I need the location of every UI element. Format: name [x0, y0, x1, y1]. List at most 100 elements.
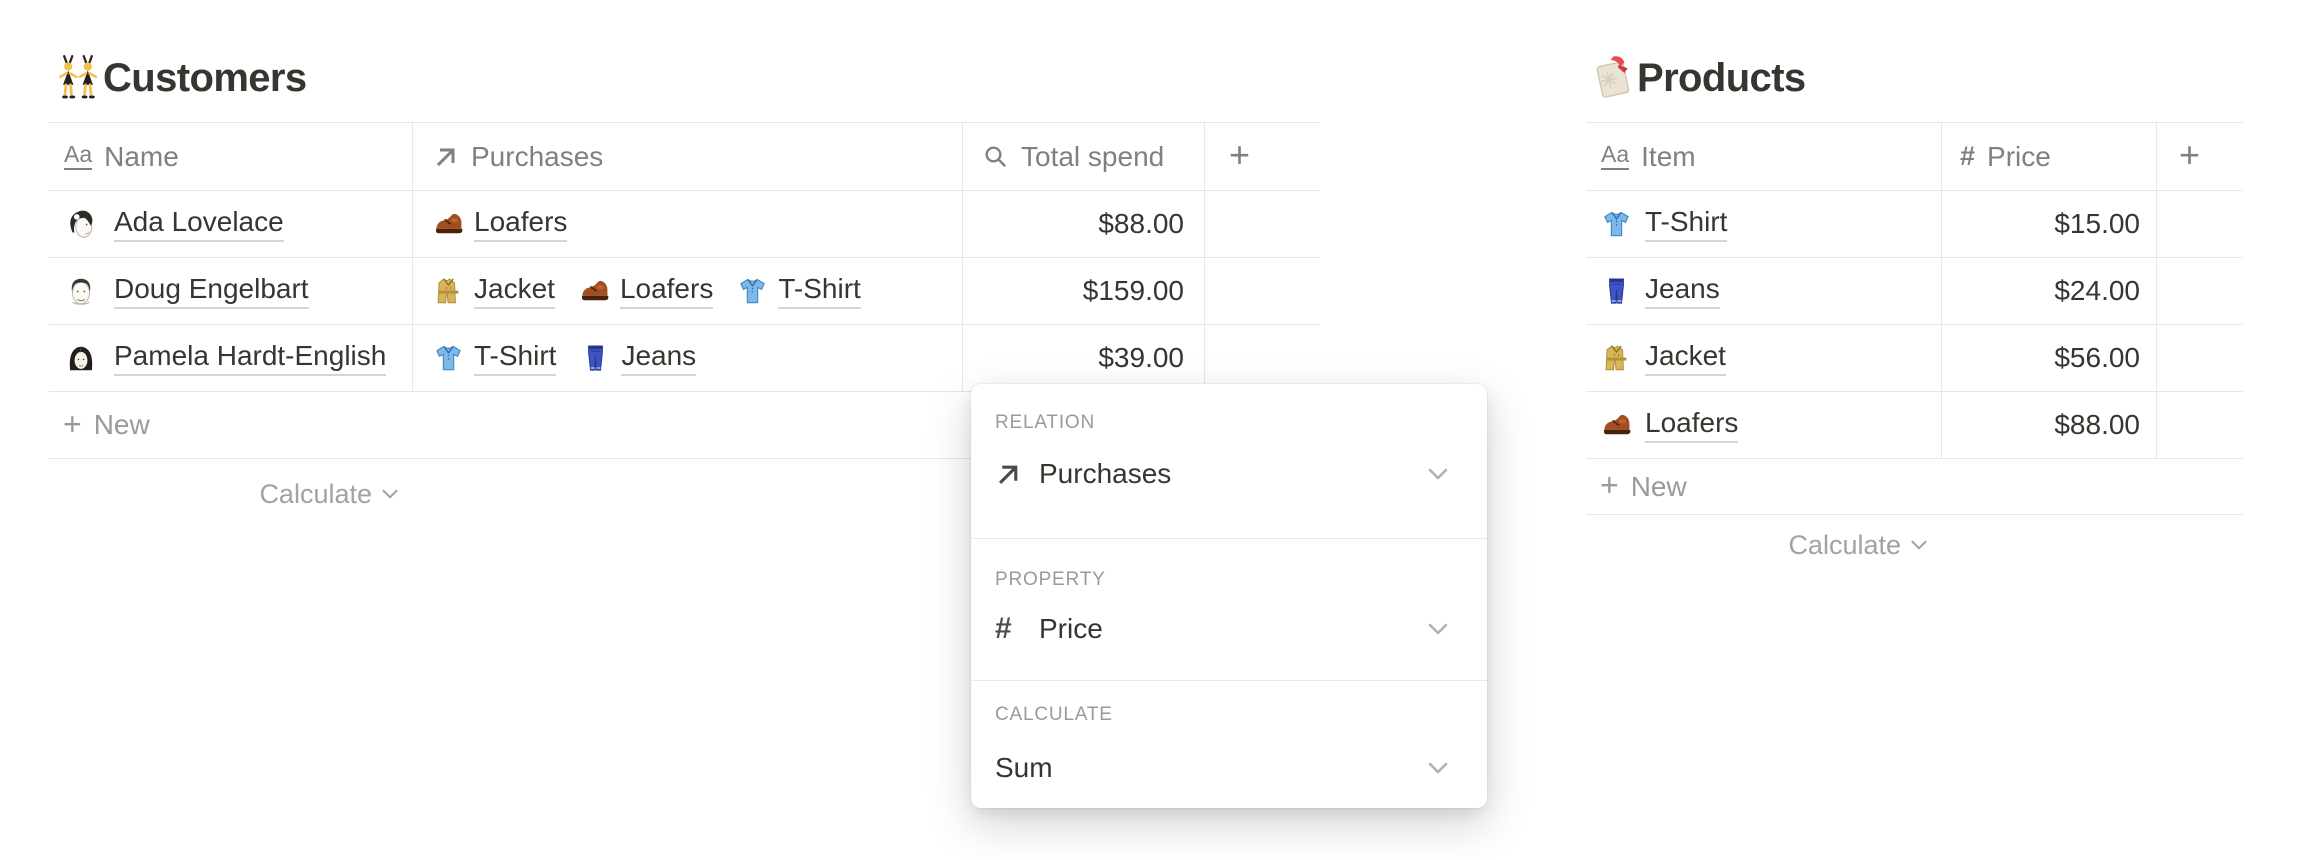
name-cell[interactable]: Ada Lovelace: [49, 191, 413, 257]
property-section: PROPERTY # Price: [971, 538, 1487, 680]
customers-row-doug: Doug Engelbart Jacket Loafers T-Shirt $1…: [49, 258, 1320, 325]
page-link[interactable]: Loafers: [1645, 407, 1739, 444]
doug-engelbart-avatar: [64, 274, 98, 308]
products-calculate-button[interactable]: Calculate: [1586, 522, 1928, 568]
customers-header-row: Aa Name Purchases Total spend +: [49, 123, 1320, 191]
empty-cell: [1205, 325, 1320, 391]
page-link[interactable]: Pamela Hardt-English: [114, 340, 387, 377]
tshirt-icon: [433, 343, 464, 374]
products-db-title[interactable]: Products: [1637, 56, 1806, 100]
empty-cell: [2157, 191, 2243, 257]
customers-new-row-button[interactable]: + New: [49, 392, 1320, 459]
item-cell[interactable]: T-Shirt: [1586, 191, 1942, 257]
chevron-down-icon: [381, 488, 399, 500]
new-row-label: New: [1630, 470, 1687, 502]
total-spend-cell[interactable]: $159.00: [963, 258, 1205, 324]
chevron-down-icon: [1910, 539, 1928, 551]
column-header-item[interactable]: Aa Item: [1586, 123, 1942, 190]
relation-chip[interactable]: Jacket: [433, 273, 555, 310]
jeans-icon: [1601, 276, 1632, 307]
total-spend-cell[interactable]: $39.00: [963, 325, 1205, 391]
price-cell[interactable]: $24.00: [1942, 258, 2157, 324]
customers-db-header: Customers: [57, 53, 307, 103]
products-row-tshirt: T-Shirt $15.00: [1586, 191, 2243, 258]
customers-calculate-button[interactable]: Calculate: [49, 470, 399, 518]
column-header-total-spend[interactable]: Total spend: [963, 123, 1205, 190]
relation-arrow-icon: [433, 144, 459, 170]
relation-select[interactable]: Purchases: [995, 456, 1449, 492]
purchases-cell[interactable]: T-Shirt Jeans: [413, 325, 963, 391]
loafers-icon: [433, 209, 464, 240]
products-db-header: Products: [1591, 53, 1806, 103]
title-property-icon: Aa: [1601, 143, 1630, 170]
total-spend-cell[interactable]: $88.00: [963, 191, 1205, 257]
page-link[interactable]: Jacket: [1645, 340, 1726, 377]
plus-icon: +: [63, 405, 82, 442]
column-header-item-label: Item: [1641, 140, 1696, 172]
empty-cell: [2157, 258, 2243, 324]
products-header-row: Aa Item # Price +: [1586, 123, 2243, 191]
page-link[interactable]: Jeans: [1645, 273, 1720, 310]
column-header-name[interactable]: Aa Name: [49, 123, 413, 190]
property-value: Price: [1039, 613, 1103, 644]
relation-section: RELATION Purchases: [971, 384, 1487, 538]
item-cell[interactable]: Loafers: [1586, 392, 1942, 458]
empty-cell: [1205, 258, 1320, 324]
jeans-icon: [580, 343, 611, 374]
relation-chip[interactable]: Loafers: [579, 273, 714, 310]
relation-arrow-icon: [995, 461, 1022, 488]
ada-lovelace-avatar: [64, 207, 98, 241]
loafers-icon: [579, 276, 610, 307]
rollup-magnifier-icon: [983, 144, 1009, 170]
column-header-price-label: Price: [1987, 140, 2051, 172]
customers-row-pamela: Pamela Hardt-English T-Shirt Jeans $39.0…: [49, 325, 1320, 392]
price-cell[interactable]: $56.00: [1942, 325, 2157, 391]
item-cell[interactable]: Jacket: [1586, 325, 1942, 391]
add-column-button[interactable]: +: [1205, 123, 1320, 190]
chevron-down-icon: [1427, 467, 1449, 481]
page-link[interactable]: Doug Engelbart: [114, 273, 309, 310]
plus-icon: +: [1229, 134, 1251, 175]
empty-cell: [2157, 325, 2243, 391]
products-row-jeans: Jeans $24.00: [1586, 258, 2243, 325]
loafers-icon: [1601, 410, 1632, 441]
add-column-button[interactable]: +: [2157, 123, 2243, 190]
page-link[interactable]: T-Shirt: [1645, 206, 1728, 243]
price-cell[interactable]: $15.00: [1942, 191, 2157, 257]
name-cell[interactable]: Doug Engelbart: [49, 258, 413, 324]
plus-icon: +: [1600, 467, 1619, 503]
column-header-total-spend-label: Total spend: [1021, 140, 1165, 172]
calculate-section: CALCULATE Sum: [971, 680, 1487, 808]
page-link[interactable]: Ada Lovelace: [114, 206, 284, 243]
column-header-price[interactable]: # Price: [1942, 123, 2157, 190]
plus-icon: +: [2179, 134, 2201, 175]
property-section-label: PROPERTY: [995, 569, 1106, 590]
relation-chip[interactable]: Jeans: [580, 340, 697, 377]
calculate-select[interactable]: Sum: [995, 750, 1449, 786]
purchases-cell[interactable]: Loafers: [413, 191, 963, 257]
property-select[interactable]: # Price: [995, 611, 1449, 647]
chevron-down-icon: [1427, 622, 1449, 636]
purchases-cell[interactable]: Jacket Loafers T-Shirt: [413, 258, 963, 324]
jacket-icon: [1601, 343, 1632, 374]
price-cell[interactable]: $88.00: [1942, 392, 2157, 458]
relation-chip[interactable]: Loafers: [433, 206, 568, 243]
pamela-hardt-english-avatar: [64, 341, 98, 375]
empty-cell: [1205, 191, 1320, 257]
item-cell[interactable]: Jeans: [1586, 258, 1942, 324]
calculate-value: Sum: [995, 752, 1053, 783]
customers-db-title[interactable]: Customers: [103, 56, 307, 100]
relation-value: Purchases: [1039, 458, 1172, 489]
relation-chip[interactable]: T-Shirt: [433, 340, 557, 377]
customers-table: Aa Name Purchases Total spend + Ada Love…: [49, 122, 1320, 459]
name-cell[interactable]: Pamela Hardt-English: [49, 325, 413, 391]
column-header-purchases[interactable]: Purchases: [413, 123, 963, 190]
relation-chip[interactable]: T-Shirt: [737, 273, 861, 310]
products-new-row-button[interactable]: + New: [1586, 459, 2243, 515]
products-row-loafers: Loafers $88.00: [1586, 392, 2243, 459]
calculate-label: Calculate: [259, 478, 372, 509]
tshirt-icon: [1601, 209, 1632, 240]
products-table: Aa Item # Price + T-Shirt $15.00 Jeans $…: [1586, 122, 2243, 515]
chevron-down-icon: [1427, 761, 1449, 775]
products-row-jacket: Jacket $56.00: [1586, 325, 2243, 392]
